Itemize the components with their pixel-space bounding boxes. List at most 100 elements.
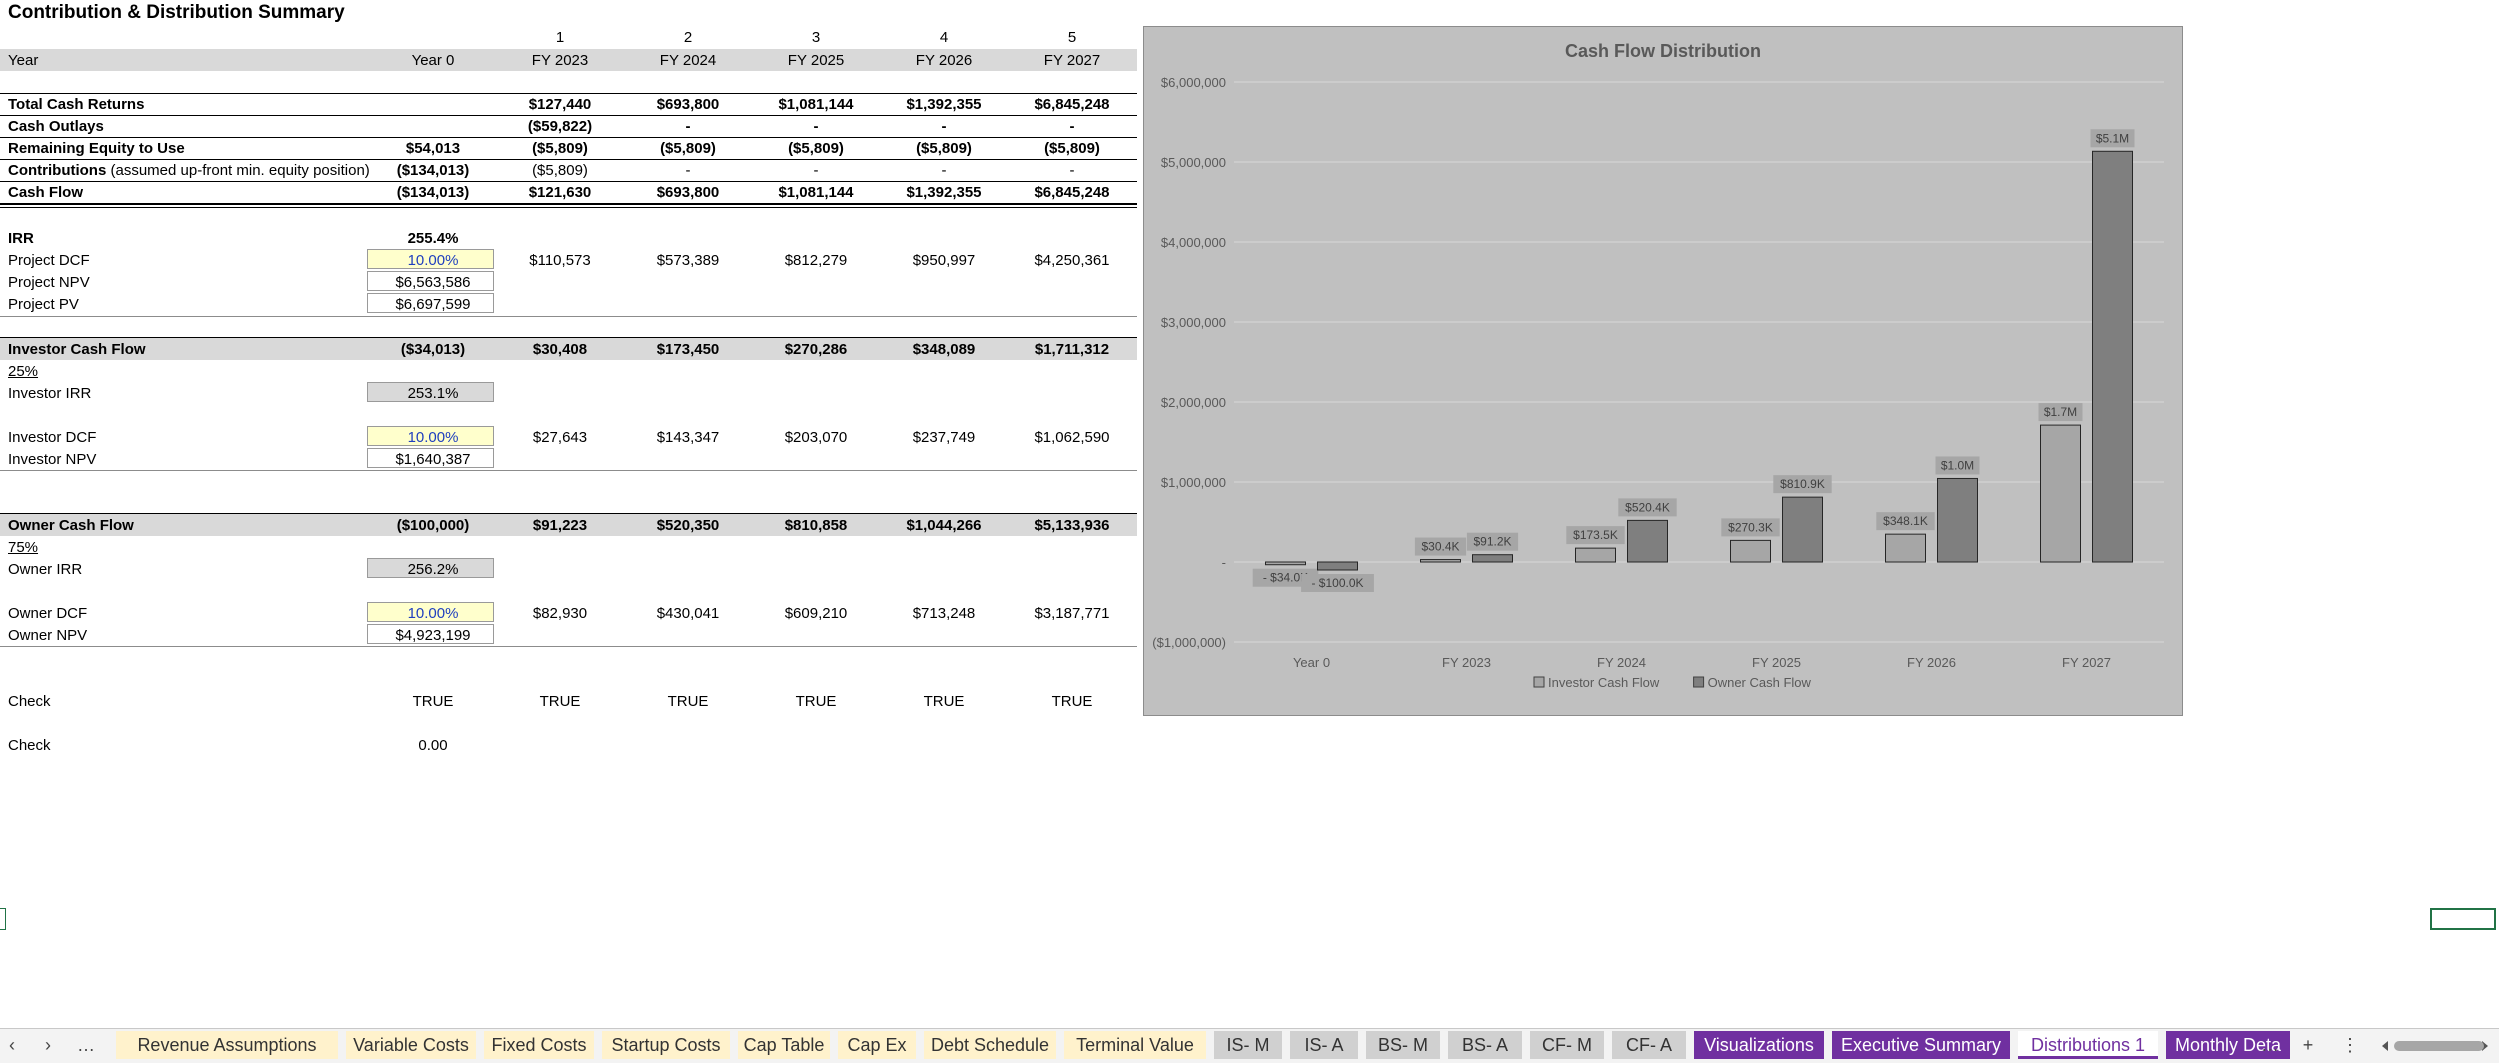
sheet-title: Contribution & Distribution Summary xyxy=(8,2,345,23)
row-label: Project PV xyxy=(8,296,79,313)
sheet-tab[interactable]: Cap Table xyxy=(738,1031,830,1059)
sheet-tab[interactable]: Terminal Value xyxy=(1064,1031,1206,1059)
discount-rate-input[interactable] xyxy=(367,426,494,446)
irr-cell-box xyxy=(367,382,494,402)
sheet-tab[interactable]: CF- A xyxy=(1612,1031,1686,1059)
add-sheet-icon[interactable]: + xyxy=(2302,1035,2314,1055)
bar-investor-cash-flow xyxy=(1265,561,1306,566)
y-tick-label: $5,000,000 xyxy=(1161,155,1226,170)
divider xyxy=(0,159,1137,160)
sheet-tab-bar: ‹ › … Revenue Assumptions Variable Costs F… xyxy=(0,1028,2499,1063)
check-row: Check TRUE TRUE TRUE TRUE TRUE TRUE xyxy=(0,690,1137,712)
investor-npv-value: $1,640,387 xyxy=(395,451,471,468)
bar-investor-cash-flow xyxy=(1575,547,1616,563)
data-label-bg xyxy=(1876,512,1935,531)
divider xyxy=(0,207,1137,208)
discount-rate-value: 10.00% xyxy=(407,429,459,446)
sheet-tab[interactable]: IS- M xyxy=(1214,1031,1282,1059)
irr-cell-box xyxy=(367,558,494,578)
sheet-tab[interactable]: Startup Costs xyxy=(602,1031,730,1059)
sheet-tab[interactable]: Variable Costs xyxy=(346,1031,476,1059)
data-label-bg xyxy=(1466,532,1519,551)
divider xyxy=(0,646,1137,647)
spreadsheet-grid[interactable]: Contribution & Distribution Summary 1 2 … xyxy=(0,0,1140,1020)
year-cell: FY 2026 xyxy=(915,52,973,69)
row-label: Investor IRR xyxy=(8,385,92,402)
data-label: $30.4K xyxy=(1421,540,1459,554)
data-label-bg xyxy=(2090,129,2135,148)
sheet-tab[interactable]: Visualizations xyxy=(1694,1031,1824,1059)
npv-cell-box xyxy=(367,271,494,291)
row-label: Total Cash Returns xyxy=(8,96,145,113)
data-label: - $100.0K xyxy=(1311,576,1363,590)
value-cell: ($5,809) xyxy=(788,140,844,157)
sheet-tab[interactable]: CF- M xyxy=(1530,1031,1604,1059)
legend-entry: Investor Cash Flow xyxy=(1548,675,1660,690)
row-label: Owner DCF xyxy=(8,605,88,622)
value-cell: $1,392,355 xyxy=(906,96,982,113)
check-value: TRUE xyxy=(539,693,581,710)
sheet-tab[interactable]: BS- A xyxy=(1448,1031,1522,1059)
sheet-tab[interactable]: Cap Ex xyxy=(838,1031,916,1059)
investor-share-row: 25% xyxy=(0,360,1137,382)
chevron-left-icon[interactable]: ‹ xyxy=(9,1035,15,1055)
sheet-tab[interactable]: Fixed Costs xyxy=(484,1031,594,1059)
y-tick-label: $4,000,000 xyxy=(1161,235,1226,250)
value-cell: $203,070 xyxy=(784,429,848,446)
y-tick-label: $3,000,000 xyxy=(1161,315,1226,330)
value-cell: $950,997 xyxy=(912,252,976,269)
scrollbar-thumb[interactable] xyxy=(2394,1041,2484,1051)
value-cell: ($5,809) xyxy=(532,140,588,157)
owner-irr-value: 256.2% xyxy=(407,561,459,578)
value-cell: - xyxy=(1069,118,1075,135)
value-cell: $127,440 xyxy=(528,96,592,113)
value-cell: ($134,013) xyxy=(396,162,470,179)
more-tabs-left-icon[interactable]: … xyxy=(77,1035,95,1055)
contributions-note: (assumed up-front min. equity position) xyxy=(110,162,370,179)
period-number: 4 xyxy=(939,29,949,46)
horizontal-scrollbar[interactable] xyxy=(2380,1039,2490,1053)
options-icon[interactable]: ⋮ xyxy=(2341,1035,2359,1055)
row-label: Investor Cash Flow xyxy=(8,341,146,358)
row-label: Project DCF xyxy=(8,252,90,269)
value-cell: - xyxy=(941,118,947,135)
row-label: Cash Flow xyxy=(8,184,84,201)
value-cell: - xyxy=(813,118,819,135)
contributions-label: Contributions xyxy=(8,162,107,179)
divider xyxy=(0,203,1137,205)
check-value: TRUE xyxy=(923,693,965,710)
check-value: 0.00 xyxy=(418,737,448,754)
sheet-tab[interactable]: Debt Schedule xyxy=(924,1031,1056,1059)
check-value: TRUE xyxy=(1051,693,1093,710)
data-label: $5.1M xyxy=(2096,131,2129,145)
cash-outlays-row: Cash Outlays ($59,822) - - - - xyxy=(0,115,1137,137)
discount-rate-input[interactable] xyxy=(367,249,494,269)
sheet-tab[interactable]: Distributions 1 xyxy=(2018,1031,2158,1059)
sheet-tab[interactable]: IS- A xyxy=(1290,1031,1358,1059)
sheet-tab[interactable]: Executive Summary xyxy=(1832,1031,2010,1059)
npv-cell-box xyxy=(367,448,494,468)
value-cell: $82,930 xyxy=(532,605,588,622)
divider xyxy=(0,181,1137,182)
owner-share: 75% xyxy=(8,539,39,556)
discount-rate-input[interactable] xyxy=(367,602,494,622)
chevron-right-icon[interactable]: › xyxy=(45,1035,51,1055)
data-label: $91.2K xyxy=(1473,535,1511,549)
value-cell: - xyxy=(685,162,691,179)
x-tick-label: FY 2025 xyxy=(1752,655,1801,670)
check-value: TRUE xyxy=(667,693,709,710)
y-tick-label: $6,000,000 xyxy=(1161,75,1226,90)
sheet-tab[interactable]: Monthly Deta xyxy=(2166,1031,2290,1059)
value-cell: - xyxy=(685,118,691,135)
divider xyxy=(0,93,1137,94)
cash-flow-distribution-chart[interactable]: Cash Flow Distribution ($1,000,000) - $1,00… xyxy=(1143,26,2183,716)
value-cell: $3,187,771 xyxy=(1034,605,1110,622)
value-cell: $6,845,248 xyxy=(1034,96,1110,113)
more-tabs-right-icon[interactable]: … xyxy=(2261,1035,2279,1055)
y-tick-label: ($1,000,000) xyxy=(1152,635,1226,650)
value-cell: $4,250,361 xyxy=(1034,252,1110,269)
selected-cell[interactable] xyxy=(2430,908,2496,930)
row-label: IRR xyxy=(8,230,34,247)
sheet-tab[interactable]: BS- M xyxy=(1366,1031,1440,1059)
sheet-tab[interactable]: Revenue Assumptions xyxy=(116,1031,338,1059)
